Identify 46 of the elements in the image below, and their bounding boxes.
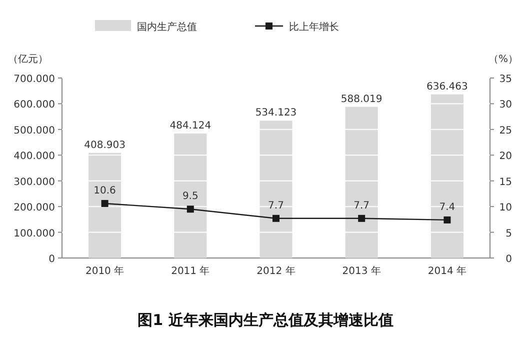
bar	[430, 94, 464, 258]
data-label: 408.903	[84, 140, 126, 151]
data-label: 9.5	[182, 191, 198, 202]
y2-tick-label: 15	[499, 176, 512, 188]
y-axis-title: （亿元）	[8, 54, 48, 65]
point	[358, 214, 366, 222]
y-tick-label: 500.000	[14, 125, 55, 136]
x-tick-label: 2011 年	[171, 265, 210, 277]
y2-axis-title: （%）	[488, 54, 518, 65]
y-tick-label: 300.000	[14, 176, 55, 188]
point	[186, 206, 194, 213]
legend-label: 国内生产总值	[137, 21, 197, 33]
x-tick-label: 2010 年	[85, 265, 124, 277]
x-tick-label: 2012 年	[256, 265, 296, 277]
y-tick-label: 200.000	[14, 202, 55, 214]
bar	[174, 134, 207, 258]
data-label: 534.123	[255, 108, 297, 119]
legend-label: 比上年增长	[289, 21, 339, 33]
x-tick-label: 2013 年	[342, 265, 381, 277]
y-tick-label: 700.000	[14, 74, 55, 85]
y2-tick-label: 25	[499, 125, 512, 136]
point	[101, 200, 108, 207]
y2-tick-label: 30	[499, 100, 512, 111]
bar	[88, 152, 122, 258]
y-tick-label: 0	[48, 254, 55, 265]
data-label: 7.4	[439, 202, 456, 213]
bar	[345, 106, 378, 258]
data-label: 7.7	[354, 200, 370, 212]
point	[272, 214, 280, 222]
y2-tick-label: 5	[506, 228, 512, 240]
data-label: 636.463	[426, 81, 468, 92]
text: 图1 近年来国内生产总值及其增速比值	[138, 311, 394, 329]
y-tick-label: 100.000	[14, 228, 55, 240]
y-tick-label: 400.000	[14, 151, 55, 162]
data-label: 7.7	[268, 200, 284, 212]
x-tick-label: 2014 年	[428, 265, 467, 277]
y2-tick-label: 0	[506, 254, 512, 265]
y2-tick-label: 20	[499, 151, 512, 162]
y2-tick-label: 10	[499, 202, 512, 214]
point	[444, 216, 451, 224]
data-label: 484.124	[170, 120, 212, 132]
data-label: 588.019	[340, 94, 382, 105]
y2-tick-label: 35	[499, 74, 512, 85]
y-tick-label: 600.000	[14, 100, 55, 111]
bar	[260, 120, 292, 258]
data-label: 10.6	[94, 185, 116, 196]
